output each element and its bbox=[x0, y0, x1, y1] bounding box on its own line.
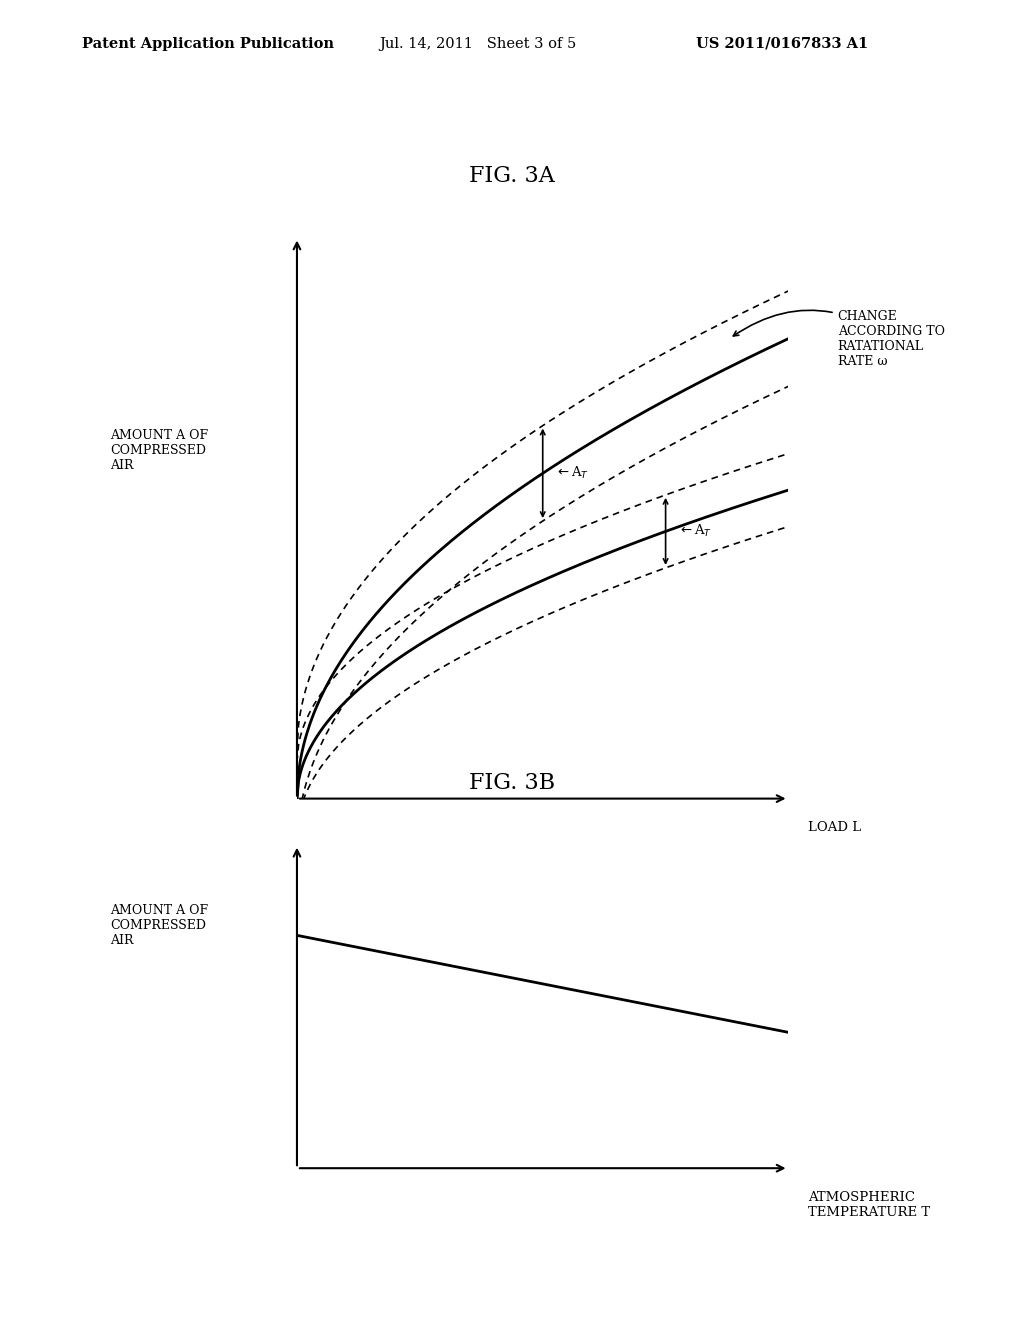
Text: $\leftarrow$A$_T$: $\leftarrow$A$_T$ bbox=[678, 523, 712, 540]
Text: US 2011/0167833 A1: US 2011/0167833 A1 bbox=[696, 37, 868, 51]
Text: Jul. 14, 2011   Sheet 3 of 5: Jul. 14, 2011 Sheet 3 of 5 bbox=[379, 37, 577, 51]
Text: ATMOSPHERIC
TEMPERATURE T: ATMOSPHERIC TEMPERATURE T bbox=[808, 1191, 930, 1218]
Text: AMOUNT A OF
COMPRESSED
AIR: AMOUNT A OF COMPRESSED AIR bbox=[111, 429, 209, 473]
Text: AMOUNT A OF
COMPRESSED
AIR: AMOUNT A OF COMPRESSED AIR bbox=[111, 904, 209, 948]
Text: CHANGE
ACCORDING TO
RATATIONAL
RATE ω: CHANGE ACCORDING TO RATATIONAL RATE ω bbox=[733, 310, 944, 367]
Text: FIG. 3B: FIG. 3B bbox=[469, 772, 555, 795]
Text: LOAD L: LOAD L bbox=[808, 821, 861, 834]
Text: Patent Application Publication: Patent Application Publication bbox=[82, 37, 334, 51]
Text: $\leftarrow$A$_T$: $\leftarrow$A$_T$ bbox=[555, 465, 589, 482]
Text: FIG. 3A: FIG. 3A bbox=[469, 165, 555, 187]
